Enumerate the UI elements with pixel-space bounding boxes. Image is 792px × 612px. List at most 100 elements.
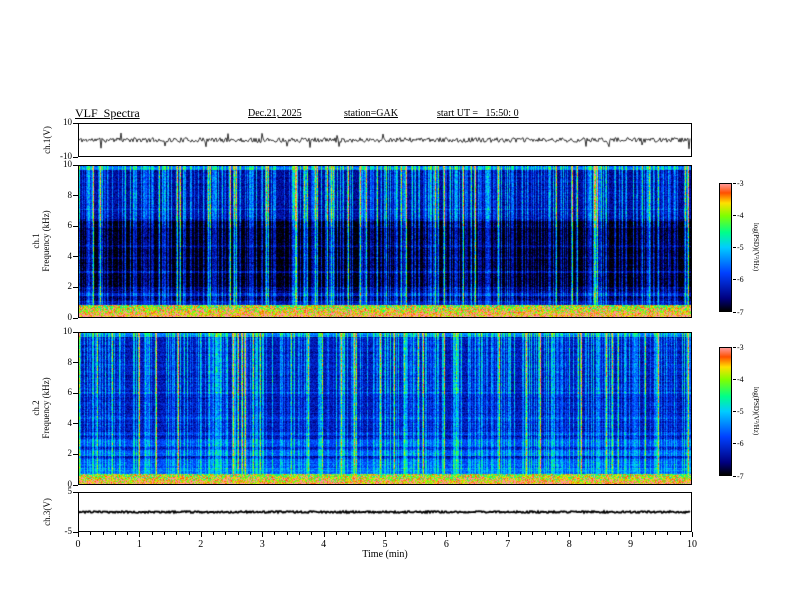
x-tick xyxy=(274,532,276,535)
x-tick xyxy=(176,532,178,535)
x-tick xyxy=(495,532,497,535)
x-tick xyxy=(114,532,116,535)
colorbar-tick xyxy=(733,475,736,477)
x-tick xyxy=(532,532,534,535)
start-ut-label: start UT = 15:50: 0 xyxy=(437,108,519,119)
figure-title: VLF Spectra xyxy=(75,106,140,120)
x-tick-label: 5 xyxy=(382,539,388,550)
x-tick xyxy=(139,532,141,537)
colorbar-ch2-label: log(PSD)(V²/Hz) xyxy=(752,386,760,436)
x-tick xyxy=(78,532,79,537)
colorbar-ch1 xyxy=(719,183,732,312)
x-tick xyxy=(385,532,386,537)
x-tick xyxy=(421,532,423,535)
y-tick-label: -5 xyxy=(64,526,73,536)
ch1-spectrogram-canvas xyxy=(79,166,691,317)
x-tick xyxy=(655,532,657,535)
y-tick-label: 0 xyxy=(67,312,73,322)
colorbar-tick xyxy=(733,311,736,313)
x-tick xyxy=(667,532,669,535)
x-tick xyxy=(470,532,472,535)
y-tick-label: 4 xyxy=(67,250,73,261)
x-tick xyxy=(434,532,436,535)
x-tick xyxy=(188,532,190,535)
x-tick xyxy=(692,532,693,537)
colorbar-ch1-label: log(PSD)(V²/Hz) xyxy=(752,222,760,272)
y-tick xyxy=(73,225,78,227)
x-tick-label: 8 xyxy=(566,539,572,550)
x-tick xyxy=(163,532,165,535)
y-tick-label: 0 xyxy=(67,479,73,489)
y-tick xyxy=(73,286,78,288)
colorbar-tick-label: -6 xyxy=(737,275,744,285)
colorbar-tick-label: -4 xyxy=(737,210,744,220)
x-tick xyxy=(237,532,239,535)
y-tick xyxy=(73,317,78,319)
y-tick xyxy=(73,392,78,394)
colorbar-tick-label: -7 xyxy=(737,471,744,481)
ch3-waveform-panel xyxy=(78,492,692,532)
colorbar-tick-label: -7 xyxy=(737,307,744,317)
x-tick xyxy=(520,532,522,535)
colorbar-tick xyxy=(733,247,736,248)
ch1-spectrogram-ylabel-line1: ch.1 xyxy=(31,233,41,249)
figure-date: Dec.21, 2025 xyxy=(248,108,302,119)
y-tick-label: 10 xyxy=(63,159,72,169)
colorbar-tick-label: -3 xyxy=(737,178,744,188)
ch1-spectrogram-panel xyxy=(78,165,692,318)
y-tick-label: 6 xyxy=(67,220,73,231)
x-tick xyxy=(90,532,92,535)
x-tick-label: 4 xyxy=(321,539,327,550)
x-tick-label: 0 xyxy=(75,539,81,550)
x-tick xyxy=(556,532,558,535)
x-tick xyxy=(249,532,251,535)
colorbar-tick xyxy=(733,443,736,445)
x-tick xyxy=(618,532,620,535)
colorbar-tick xyxy=(733,346,736,348)
x-tick-label: 9 xyxy=(628,539,634,550)
x-tick xyxy=(335,532,337,535)
x-tick xyxy=(213,532,215,535)
x-tick xyxy=(311,532,313,535)
ch1-waveform-ylabel: ch.1(V) xyxy=(42,126,52,154)
y-tick-label: 8 xyxy=(67,189,73,200)
x-tick xyxy=(360,532,362,535)
x-tick xyxy=(507,532,509,537)
x-tick xyxy=(483,532,485,535)
x-tick xyxy=(286,532,288,535)
x-tick xyxy=(225,532,227,535)
x-tick xyxy=(397,532,399,535)
colorbar-tick-label: -5 xyxy=(737,407,744,416)
x-tick xyxy=(372,532,374,535)
y-tick-label: 8 xyxy=(67,356,73,367)
x-tick xyxy=(642,532,644,535)
x-tick-label: 10 xyxy=(687,539,697,550)
x-tick xyxy=(606,532,608,535)
ch3-waveform-canvas xyxy=(79,493,691,531)
y-tick-label: -10 xyxy=(60,151,72,161)
ch2-spectrogram-canvas xyxy=(79,333,691,484)
x-tick xyxy=(299,532,301,535)
x-tick xyxy=(569,532,571,537)
ch3-waveform-ylabel: ch.3(V) xyxy=(42,498,52,526)
ch2-spectrogram-panel xyxy=(78,332,692,485)
x-tick-label: 7 xyxy=(505,539,511,550)
x-tick xyxy=(200,532,202,537)
y-tick-label: 4 xyxy=(67,417,73,428)
y-tick xyxy=(73,156,78,158)
x-tick xyxy=(102,532,104,535)
y-tick xyxy=(73,423,78,425)
colorbar-tick xyxy=(733,411,736,412)
colorbar-tick xyxy=(733,279,736,281)
ch2-spectrogram-ylabel-line1: ch.2 xyxy=(31,400,41,416)
colorbar-tick xyxy=(733,378,736,380)
x-tick xyxy=(446,532,448,537)
x-axis-label: Time (min) xyxy=(362,549,408,560)
colorbar-tick-label: -4 xyxy=(737,374,744,384)
y-tick-label: 5 xyxy=(67,486,73,496)
colorbar-ch2 xyxy=(719,347,732,476)
ch1-waveform-canvas xyxy=(79,124,691,156)
colorbar-tick xyxy=(733,182,736,184)
x-tick-label: 3 xyxy=(259,539,265,550)
